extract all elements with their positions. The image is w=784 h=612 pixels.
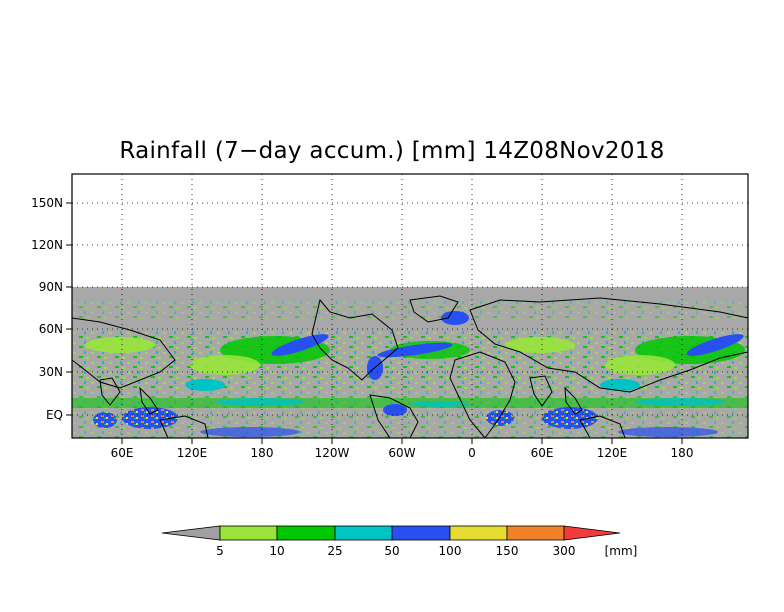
lat-label: 60N — [39, 322, 63, 336]
lon-label: 60E — [111, 446, 134, 460]
lon-label: 120E — [597, 446, 628, 460]
colorbar-label: 10 — [269, 544, 284, 558]
colorbar-low-arrow — [161, 525, 221, 541]
lon-label: 60E — [531, 446, 554, 460]
lon-label: 180 — [671, 446, 694, 460]
colorbar-high-arrow — [563, 525, 621, 541]
graticule — [72, 174, 748, 438]
lat-label: 30N — [39, 365, 63, 379]
longitude-labels: 60E 120E 180 120W 60W 0 60E 120E 180 — [111, 446, 694, 460]
lon-label: 60W — [388, 446, 415, 460]
colorbar-segment — [276, 525, 336, 541]
colorbar-segment — [449, 525, 508, 541]
lat-label: 150N — [31, 196, 63, 210]
coastlines — [72, 295, 748, 438]
latitude-labels: 150N 120N 90N 60N 30N EQ — [31, 196, 63, 422]
lon-label: 120E — [177, 446, 208, 460]
colorbar-label: 5 — [216, 544, 224, 558]
axis-ticks — [66, 202, 683, 444]
lat-label: EQ — [46, 408, 63, 422]
colorbar-segment — [506, 525, 565, 541]
map-title: Rainfall (7−day accum.) [mm] 14Z08Nov201… — [119, 138, 665, 164]
lon-label: 0 — [468, 446, 476, 460]
lat-label: 120N — [31, 238, 63, 252]
colorbar-label: 50 — [384, 544, 399, 558]
colorbar-label: 100 — [439, 544, 462, 558]
colorbar: 5 10 25 50 100 150 300 [mm] — [161, 525, 638, 558]
colorbar-label: 300 — [553, 544, 576, 558]
colorbar-segment — [334, 525, 393, 541]
rainfall-field — [72, 287, 748, 438]
map-frame — [71, 173, 749, 439]
colorbar-segment — [219, 525, 278, 541]
colorbar-label: 25 — [327, 544, 342, 558]
lat-label: 90N — [39, 280, 63, 294]
colorbar-label: 150 — [496, 544, 519, 558]
lon-label: 120W — [315, 446, 350, 460]
colorbar-segment — [391, 525, 451, 541]
lon-label: 180 — [251, 446, 274, 460]
colorbar-unit: [mm] — [605, 544, 638, 558]
